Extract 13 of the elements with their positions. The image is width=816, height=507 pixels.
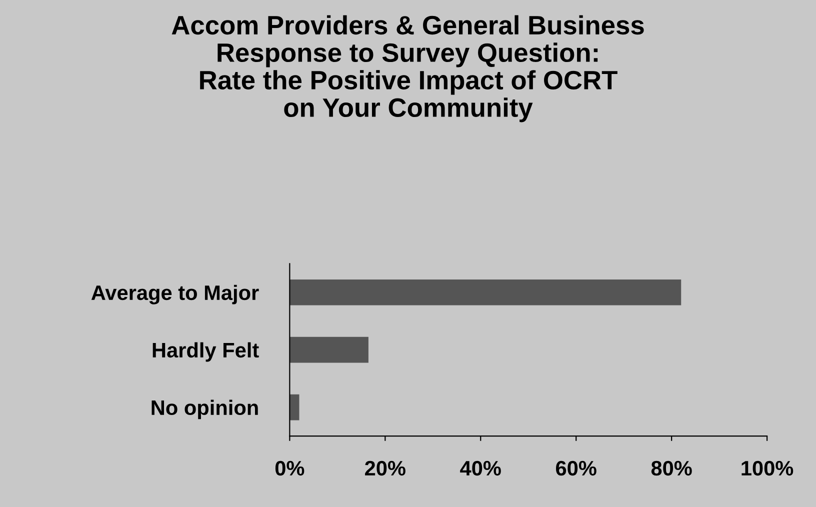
- x-tick-label: 80%: [651, 460, 692, 476]
- y-tick-label: Hardly Felt: [152, 342, 259, 362]
- bar: [290, 279, 682, 306]
- x-tick-label: 60%: [556, 460, 596, 476]
- bar: [290, 336, 368, 363]
- x-tick-label: 40%: [460, 460, 501, 476]
- y-tick-label: No opinion: [152, 400, 258, 420]
- chart-title: Accom Providers & General Business Response to Survey Question: Rate the Positive Impact of OCRT on Your Community: [172, 15, 644, 122]
- x-tick-label: 100%: [742, 460, 794, 476]
- y-tick-label: Average to Major: [91, 284, 259, 304]
- bar: [290, 394, 300, 420]
- x-tick-label: 0%: [275, 460, 304, 476]
- x-tick-label: 20%: [365, 460, 406, 476]
